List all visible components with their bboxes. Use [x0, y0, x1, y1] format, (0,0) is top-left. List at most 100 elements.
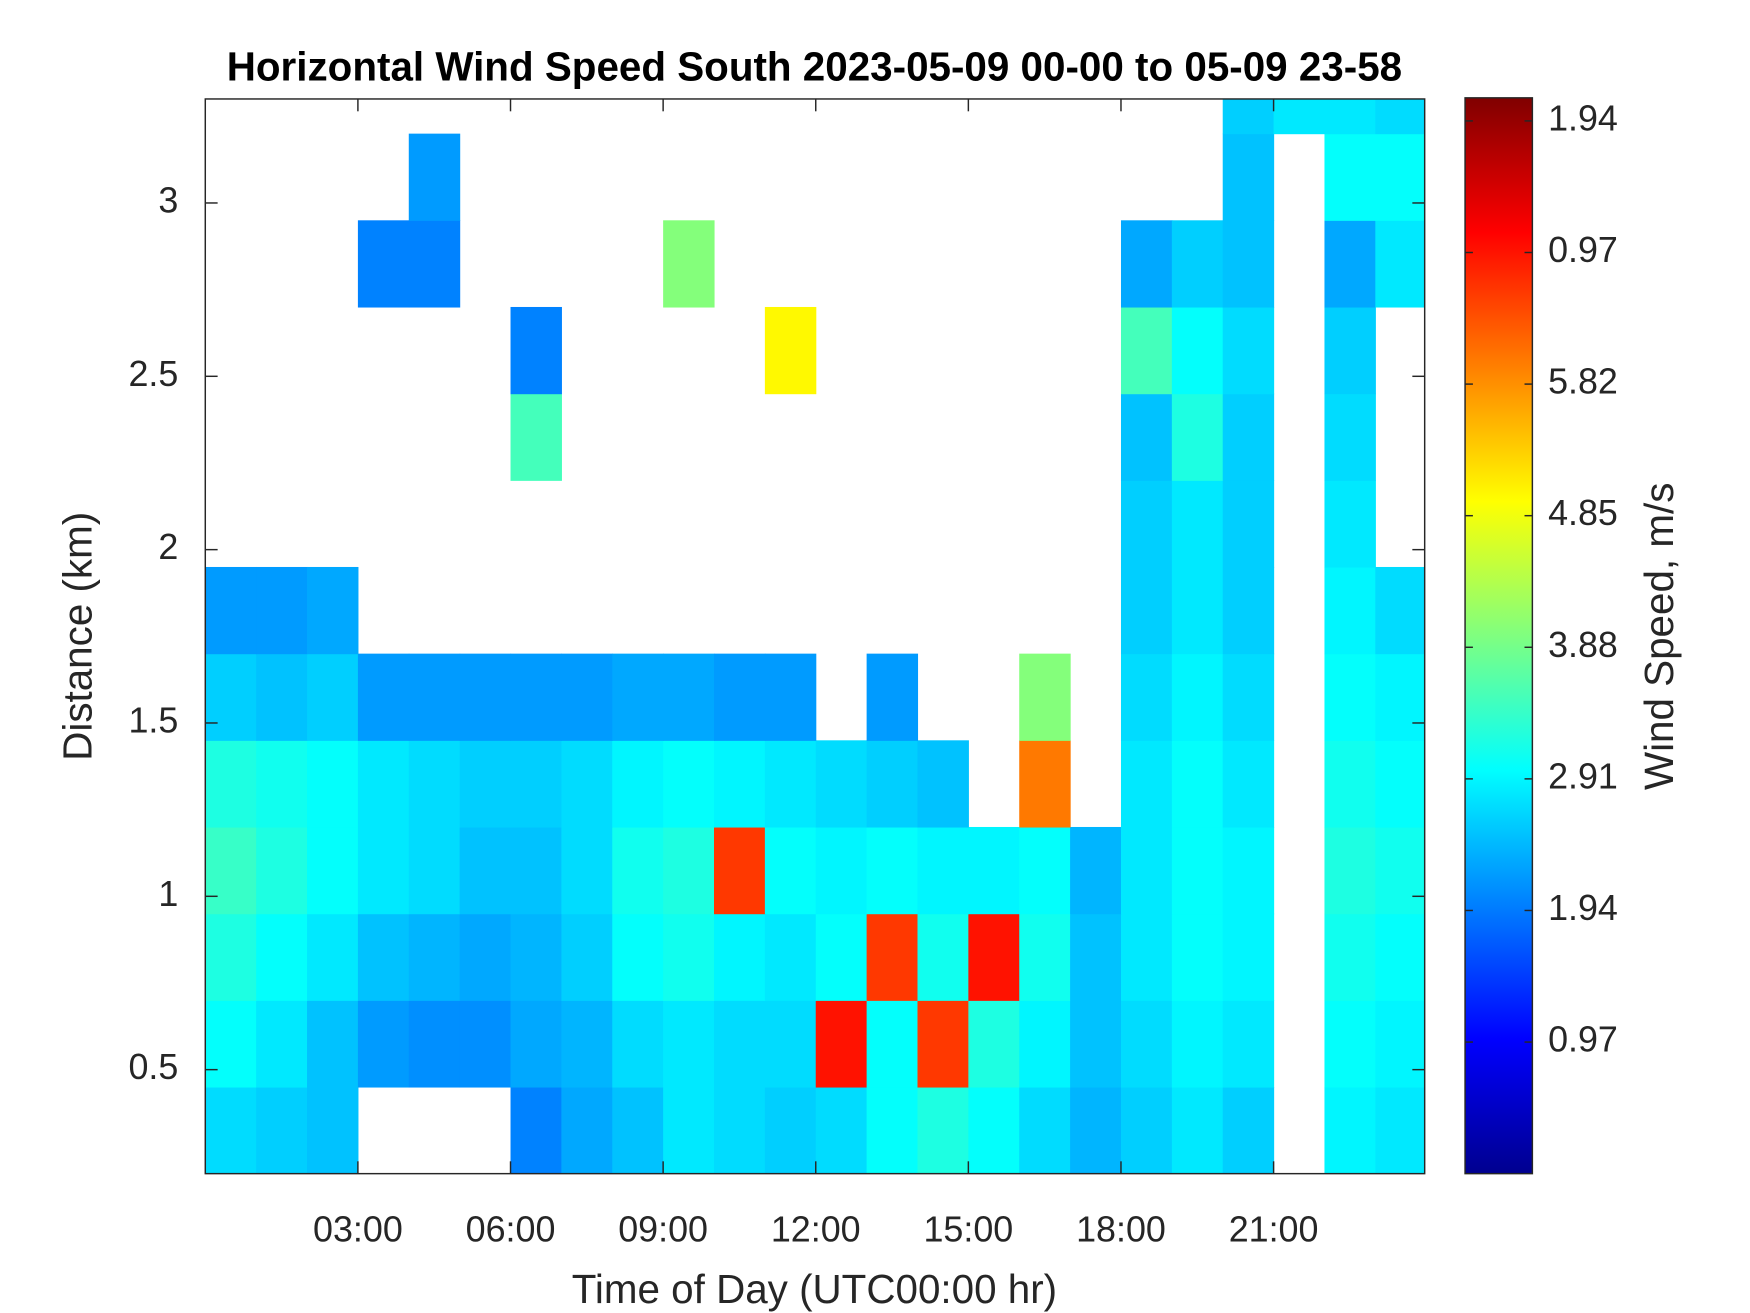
heat-cell — [408, 740, 461, 828]
heat-cell — [357, 1000, 410, 1088]
heat-cell — [1222, 133, 1275, 221]
heat-cell — [510, 653, 562, 741]
heat-cell — [459, 740, 512, 828]
colorbar-tick-label: 0.97 — [1548, 230, 1618, 270]
colorbar-tick-label: 1.94 — [1548, 98, 1618, 138]
y-tick-label: 1.5 — [128, 700, 178, 740]
heat-cell — [205, 1000, 257, 1088]
heat-cell — [663, 653, 715, 741]
heat-cell — [408, 1000, 461, 1088]
heat-cell — [815, 740, 868, 828]
heat-cell — [815, 1086, 868, 1174]
heat-cell — [1120, 826, 1173, 915]
heat-cell — [1324, 740, 1376, 828]
heat-cell — [1171, 1086, 1224, 1174]
heat-cell — [510, 913, 562, 1001]
heat-cell — [1324, 913, 1376, 1001]
heat-cell — [1171, 306, 1224, 395]
heat-cell — [1222, 1000, 1275, 1088]
heat-cell — [1222, 480, 1275, 568]
heat-cell — [1070, 826, 1122, 915]
heat-cell — [1120, 653, 1173, 741]
heat-cell — [408, 653, 461, 741]
colorbar-tick-label: 5.82 — [1548, 362, 1618, 402]
heat-cell — [1375, 913, 1425, 1001]
heat-cell — [815, 826, 868, 915]
heat-cell — [1171, 653, 1224, 741]
heat-cell — [714, 653, 766, 741]
heat-cell — [1222, 393, 1275, 481]
heat-cell — [1171, 740, 1224, 828]
heat-cell — [408, 133, 461, 221]
heat-cell — [815, 913, 868, 1001]
heat-cell — [1222, 653, 1275, 741]
heat-cell — [663, 913, 715, 1001]
heat-cell — [714, 1086, 766, 1174]
heat-cell — [1324, 1086, 1376, 1174]
x-tick-label: 18:00 — [1076, 1209, 1166, 1249]
heat-cell — [459, 826, 512, 915]
heat-cell — [307, 1000, 359, 1088]
y-tick-label: 0.5 — [128, 1047, 178, 1087]
heat-cell — [815, 1000, 868, 1088]
heat-cell — [1171, 220, 1224, 308]
heat-cell — [1324, 306, 1376, 395]
heat-cell — [612, 1086, 664, 1174]
heat-cell — [1019, 1000, 1071, 1088]
heat-cell — [612, 653, 664, 741]
heat-cell — [256, 653, 308, 741]
heat-cell — [968, 1086, 1020, 1174]
heat-cell — [1120, 220, 1173, 308]
heat-cell — [714, 913, 766, 1001]
heat-cell — [256, 913, 308, 1001]
heat-cell — [1375, 653, 1425, 741]
heat-cell — [1324, 393, 1376, 481]
heat-cell — [1019, 913, 1071, 1001]
heat-cell — [1375, 566, 1425, 655]
heat-cell — [1222, 913, 1275, 1001]
x-tick-label: 21:00 — [1229, 1209, 1319, 1249]
heat-cell — [764, 740, 817, 828]
heat-cell — [917, 913, 969, 1001]
heat-cell — [1171, 480, 1224, 568]
heat-cell — [612, 913, 664, 1001]
heat-cell — [714, 740, 766, 828]
heat-cell — [561, 826, 613, 915]
heat-cell — [1222, 220, 1275, 308]
heat-cell — [307, 653, 359, 741]
heat-cell — [1222, 566, 1275, 655]
colorbar — [1464, 97, 1534, 1175]
heat-cell — [866, 740, 919, 828]
heat-cell — [357, 913, 410, 1001]
heat-cell — [357, 220, 410, 308]
heat-cell — [510, 1000, 562, 1088]
heat-cell — [256, 1086, 308, 1174]
heat-cell — [408, 826, 461, 915]
heat-cell — [1019, 653, 1071, 741]
heat-cell — [968, 826, 1020, 915]
heat-cell — [307, 826, 359, 915]
heat-cell — [510, 393, 562, 481]
heat-cell — [561, 913, 613, 1001]
heat-cell — [1019, 826, 1071, 915]
heat-cell — [1324, 480, 1376, 568]
heat-cell — [917, 826, 969, 915]
heat-cell — [357, 826, 410, 915]
heat-cell — [1324, 133, 1376, 221]
x-axis-label: Time of Day (UTC00:00 hr) — [572, 1266, 1057, 1312]
heat-cell — [256, 740, 308, 828]
heat-cell — [968, 1000, 1020, 1088]
heat-cell — [459, 1000, 512, 1088]
heat-cell — [1120, 480, 1173, 568]
heat-cell — [408, 220, 461, 308]
heat-cell — [510, 826, 562, 915]
x-tick-label: 15:00 — [923, 1209, 1013, 1249]
heat-cell — [307, 1086, 359, 1174]
heat-cell — [1070, 913, 1122, 1001]
heat-cell — [205, 1086, 257, 1174]
heat-cell — [307, 913, 359, 1001]
heat-cell — [612, 826, 664, 915]
heat-cell — [1222, 306, 1275, 395]
heat-cell — [1120, 740, 1173, 828]
